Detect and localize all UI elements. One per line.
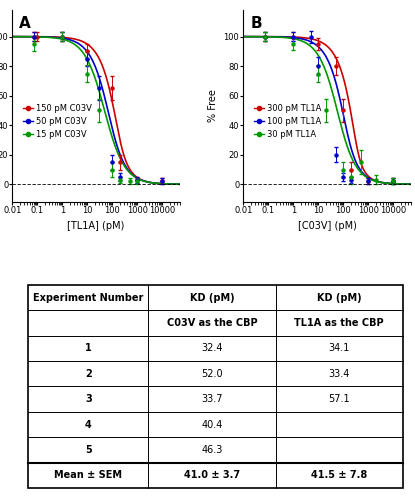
Legend: 300 pM TL1A, 100 pM TL1A, 30 pM TL1A: 300 pM TL1A, 100 pM TL1A, 30 pM TL1A	[251, 100, 325, 142]
Text: 40.4: 40.4	[201, 420, 222, 430]
Text: KD (pM): KD (pM)	[190, 292, 234, 302]
Text: 46.3: 46.3	[201, 445, 222, 455]
Y-axis label: % Free: % Free	[208, 90, 218, 122]
Text: 52.0: 52.0	[201, 369, 223, 379]
Text: 32.4: 32.4	[201, 344, 222, 353]
Text: 33.4: 33.4	[329, 369, 350, 379]
Text: A: A	[19, 16, 31, 31]
Text: 33.7: 33.7	[201, 394, 222, 404]
Text: KD (pM): KD (pM)	[317, 292, 361, 302]
X-axis label: [C03V] (pM): [C03V] (pM)	[298, 221, 356, 231]
Text: 4: 4	[85, 420, 92, 430]
Text: TL1A as the CBP: TL1A as the CBP	[294, 318, 384, 328]
Text: 3: 3	[85, 394, 92, 404]
Legend: 150 pM C03V, 50 pM C03V, 15 pM C03V: 150 pM C03V, 50 pM C03V, 15 pM C03V	[20, 100, 95, 142]
Text: 41.0 ± 3.7: 41.0 ± 3.7	[184, 470, 240, 480]
Text: C03V as the CBP: C03V as the CBP	[166, 318, 257, 328]
Text: Experiment Number: Experiment Number	[33, 292, 144, 302]
X-axis label: [TL1A] (pM): [TL1A] (pM)	[68, 221, 125, 231]
Text: 57.1: 57.1	[328, 394, 350, 404]
Text: 1: 1	[85, 344, 92, 353]
Text: Mean ± SEM: Mean ± SEM	[54, 470, 122, 480]
Text: 34.1: 34.1	[329, 344, 350, 353]
Text: 5: 5	[85, 445, 92, 455]
Text: B: B	[250, 16, 262, 31]
Text: 41.5 ± 7.8: 41.5 ± 7.8	[311, 470, 367, 480]
Text: 2: 2	[85, 369, 92, 379]
